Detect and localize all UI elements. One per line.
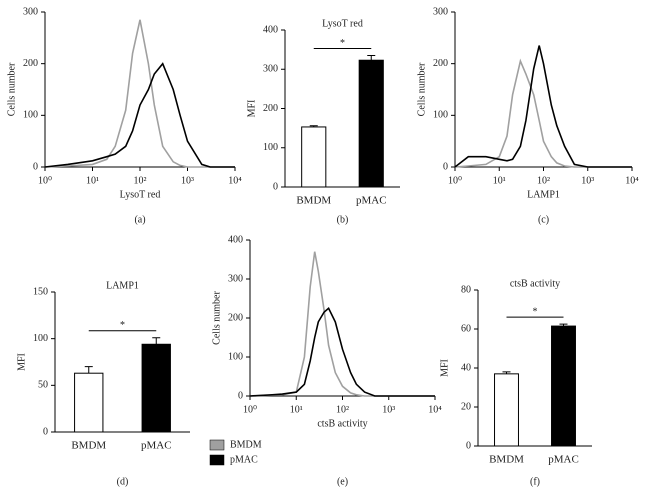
- error-bar: [367, 55, 376, 61]
- y-tick-label: 300: [228, 273, 243, 284]
- y-axis-label: Cells number: [6, 62, 17, 116]
- y-tick-label: 100: [33, 333, 48, 344]
- y-tick-label: 150: [33, 286, 48, 297]
- error-bar: [502, 371, 511, 374]
- y-axis-label: MFI: [439, 359, 450, 377]
- y-tick-label: 0: [43, 426, 48, 437]
- x-tick-label: 10⁰: [243, 404, 257, 415]
- x-tick-label: 10²: [537, 175, 550, 186]
- chart-title: LysoT red: [322, 18, 363, 29]
- bar: [141, 343, 171, 433]
- y-axis-label: Cells number: [211, 291, 222, 345]
- histogram-curve: [44, 19, 235, 168]
- panel-label: (a): [134, 214, 145, 225]
- x-tick-label: BMDM: [489, 454, 524, 466]
- legend-swatch: [209, 439, 225, 451]
- y-tick-label: 300: [23, 6, 38, 17]
- y-tick-label: 0: [443, 161, 448, 172]
- y-tick-label: 40: [461, 362, 471, 373]
- histogram-curve: [249, 307, 435, 397]
- significance-mark: *: [120, 320, 125, 331]
- x-tick-label: BMDM: [296, 195, 331, 207]
- y-axis-label: MFI: [16, 353, 27, 371]
- x-tick-label: BMDM: [71, 440, 106, 452]
- histogram-curve: [454, 58, 632, 168]
- chart-title: ctsB activity: [510, 278, 560, 289]
- y-tick-label: 400: [263, 24, 278, 35]
- y-tick-label: 200: [23, 58, 38, 69]
- significance-mark: *: [340, 38, 345, 49]
- panel-label: (b): [337, 214, 349, 225]
- x-tick-label: pMAC: [356, 195, 387, 207]
- y-tick-label: 200: [433, 58, 448, 69]
- y-tick-label: 0: [238, 390, 243, 401]
- y-tick-label: 0: [33, 161, 38, 172]
- x-axis-label: LysoT red: [120, 189, 161, 200]
- chart-title: LAMP1: [106, 280, 139, 291]
- panel-label: (f): [530, 476, 540, 487]
- x-tick-label: 10⁴: [428, 404, 442, 415]
- x-tick-label: 10²: [134, 175, 147, 186]
- error-bar: [559, 323, 568, 327]
- x-tick-label: 10³: [181, 175, 194, 186]
- y-tick-label: 20: [461, 401, 471, 412]
- bar: [494, 373, 519, 447]
- bar: [358, 59, 384, 188]
- x-tick-label: 10⁰: [38, 175, 52, 186]
- x-tick-label: 10³: [581, 175, 594, 186]
- y-tick-label: 100: [23, 110, 38, 121]
- y-tick-label: 0: [466, 440, 471, 451]
- y-tick-label: 200: [263, 103, 278, 114]
- legend-label: BMDM: [230, 439, 262, 450]
- x-tick-label: 10⁴: [228, 175, 242, 186]
- x-tick-label: 10¹: [86, 175, 99, 186]
- y-tick-label: 60: [461, 323, 471, 334]
- y-axis-label: MFI: [246, 100, 257, 118]
- x-tick-label: 10⁴: [625, 175, 639, 186]
- legend-label: pMAC: [230, 454, 258, 465]
- significance-mark: *: [533, 306, 538, 317]
- histogram-curve: [454, 45, 632, 168]
- panel-label: (c): [538, 214, 549, 225]
- error-bar: [309, 125, 318, 127]
- x-tick-label: 10⁰: [448, 175, 462, 186]
- y-tick-label: 200: [228, 312, 243, 323]
- x-tick-label: 10¹: [493, 175, 506, 186]
- y-tick-label: 100: [228, 351, 243, 362]
- y-tick-label: 400: [228, 234, 243, 245]
- panel-label: (e): [337, 476, 348, 487]
- x-tick-label: pMAC: [548, 454, 579, 466]
- y-tick-label: 300: [433, 6, 448, 17]
- histogram-curve: [44, 62, 235, 168]
- y-tick-label: 100: [433, 110, 448, 121]
- y-tick-label: 100: [263, 142, 278, 153]
- y-tick-label: 50: [38, 380, 48, 391]
- x-tick-label: 10³: [382, 404, 395, 415]
- bar: [301, 126, 327, 188]
- x-axis-label: ctsB activity: [317, 418, 367, 429]
- x-tick-label: pMAC: [141, 440, 172, 452]
- y-tick-label: 300: [263, 64, 278, 75]
- x-tick-label: 10²: [336, 404, 349, 415]
- y-tick-label: 80: [461, 284, 471, 295]
- legend-swatch: [209, 454, 225, 466]
- histogram-curve: [249, 251, 435, 397]
- panel-label: (d): [117, 476, 129, 487]
- error-bar: [152, 337, 161, 345]
- x-axis-label: LAMP1: [527, 189, 560, 200]
- y-axis-label: Cells number: [416, 62, 427, 116]
- bar: [551, 325, 576, 447]
- error-bar: [84, 366, 93, 374]
- x-tick-label: 10¹: [290, 404, 303, 415]
- bar: [74, 372, 104, 433]
- y-tick-label: 0: [273, 181, 278, 192]
